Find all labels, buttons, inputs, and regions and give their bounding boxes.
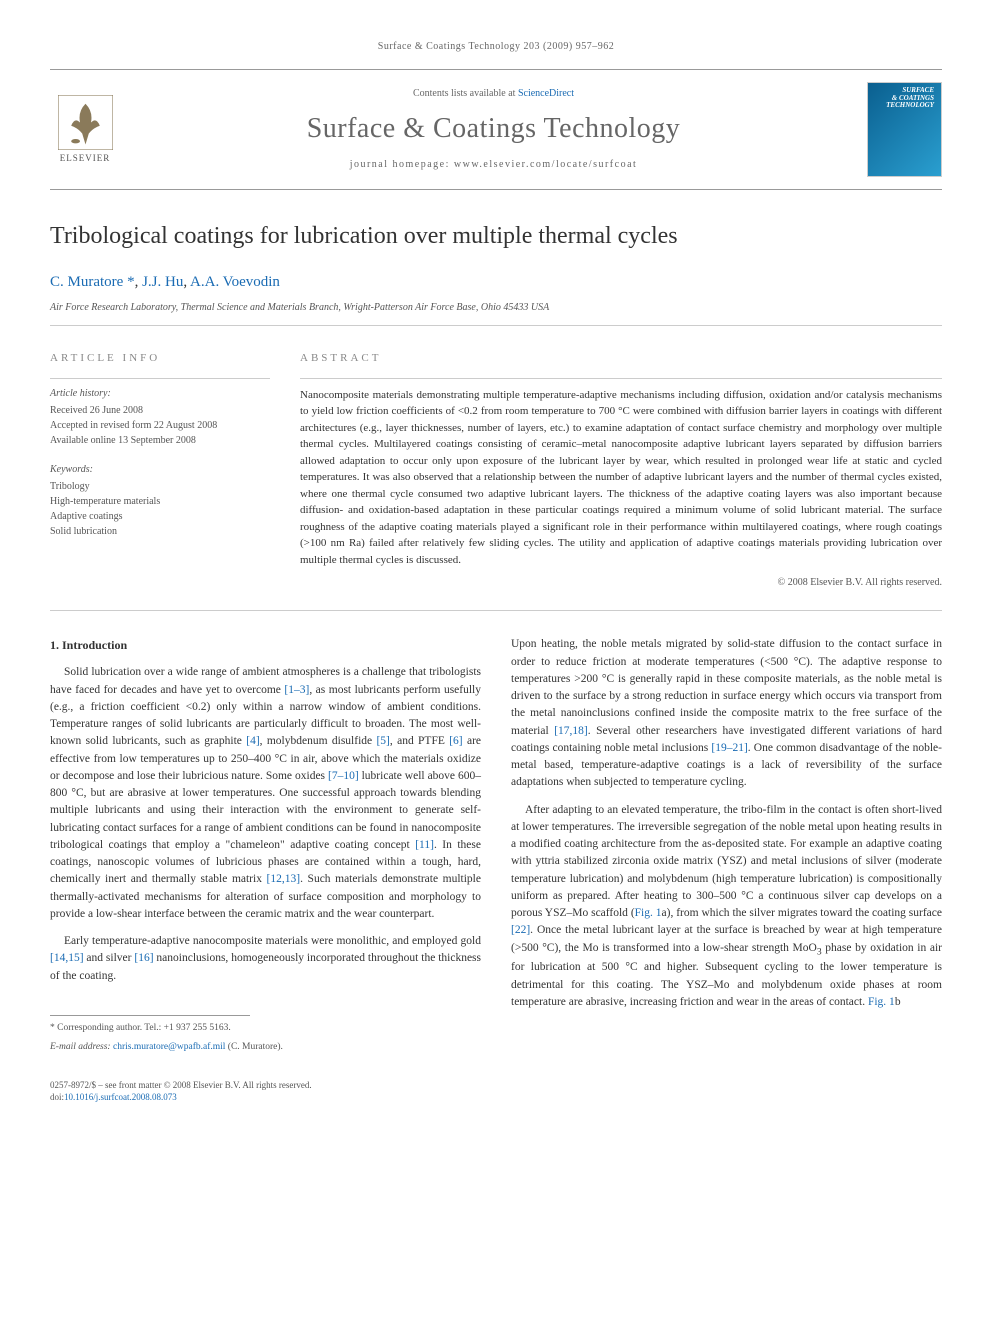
section-1-heading: 1. Introduction — [50, 636, 481, 654]
body-columns: 1. Introduction Solid lubrication over a… — [50, 636, 942, 1054]
cover-title-3: TECHNOLOGY — [872, 102, 937, 110]
body-col-right: Upon heating, the noble metals migrated … — [511, 636, 942, 1054]
contents-available-line: Contents lists available at ScienceDirec… — [120, 87, 867, 101]
author-list: C. Muratore *, J.J. Hu, A.A. Voevodin — [50, 272, 942, 293]
history-line-1: Received 26 June 2008 — [50, 403, 270, 418]
ref-12-13[interactable]: [12,13] — [267, 873, 301, 885]
article-title: Tribological coatings for lubrication ov… — [50, 220, 942, 254]
journal-homepage: journal homepage: www.elsevier.com/locat… — [120, 158, 867, 172]
fig-1b-link[interactable]: Fig. 1 — [868, 996, 895, 1008]
publisher-logo: ELSEVIER — [50, 92, 120, 167]
footer-left: 0257-8972/$ – see front matter © 2008 El… — [50, 1079, 312, 1104]
fig-1a-link[interactable]: Fig. 1 — [635, 907, 662, 919]
affiliation: Air Force Research Laboratory, Thermal S… — [50, 301, 942, 326]
history-line-3: Available online 13 September 2008 — [50, 433, 270, 448]
keyword-3: Adaptive coatings — [50, 509, 270, 524]
body-col-left: 1. Introduction Solid lubrication over a… — [50, 636, 481, 1054]
keywords-label: Keywords: — [50, 463, 270, 477]
intro-para-3: Upon heating, the noble metals migrated … — [511, 636, 942, 791]
ref-4[interactable]: [4] — [246, 735, 259, 747]
ref-7-10[interactable]: [7–10] — [328, 770, 359, 782]
ref-11[interactable]: [11] — [415, 839, 434, 851]
contents-available-text: Contents lists available at — [413, 88, 518, 99]
email-label: E-mail address: — [50, 1042, 113, 1052]
keyword-4: Solid lubrication — [50, 524, 270, 539]
ref-16[interactable]: [16] — [134, 952, 153, 964]
footnote-rule — [50, 1015, 250, 1016]
info-abstract-row: ARTICLE INFO Article history: Received 2… — [50, 351, 942, 612]
ref-19-21[interactable]: [19–21] — [711, 742, 747, 754]
history-label: Article history: — [50, 387, 270, 401]
author-2[interactable]: J.J. Hu — [142, 274, 183, 290]
publisher-logo-text: ELSEVIER — [60, 152, 111, 165]
author-1[interactable]: C. Muratore — [50, 274, 123, 290]
email-line: E-mail address: chris.muratore@wpafb.af.… — [50, 1041, 481, 1054]
intro-para-2: Early temperature-adaptive nanocomposite… — [50, 933, 481, 985]
article-history-block: Article history: Received 26 June 2008 A… — [50, 378, 270, 448]
author-3[interactable]: A.A. Voevodin — [190, 274, 280, 290]
author-email-link[interactable]: chris.muratore@wpafb.af.mil — [113, 1042, 225, 1052]
keywords-block: Keywords: Tribology High-temperature mat… — [50, 463, 270, 539]
sciencedirect-link[interactable]: ScienceDirect — [518, 88, 574, 99]
history-line-2: Accepted in revised form 22 August 2008 — [50, 418, 270, 433]
abstract-heading: ABSTRACT — [300, 351, 942, 366]
ref-6[interactable]: [6] — [449, 735, 462, 747]
journal-cover-thumb: SURFACE & COATINGS TECHNOLOGY — [867, 82, 942, 177]
abstract-col: ABSTRACT Nanocomposite materials demonst… — [300, 351, 942, 591]
ref-14-15[interactable]: [14,15] — [50, 952, 84, 964]
ref-5[interactable]: [5] — [376, 735, 389, 747]
journal-name: Surface & Coatings Technology — [120, 109, 867, 148]
ref-22[interactable]: [22] — [511, 924, 530, 936]
ref-17-18[interactable]: [17,18] — [554, 725, 588, 737]
page-footer: 0257-8972/$ – see front matter © 2008 El… — [50, 1075, 942, 1104]
doi-line: doi:10.1016/j.surfcoat.2008.08.073 — [50, 1091, 312, 1104]
email-suffix: (C. Muratore). — [225, 1042, 283, 1052]
intro-para-1: Solid lubrication over a wide range of a… — [50, 664, 481, 923]
abstract-copyright: © 2008 Elsevier B.V. All rights reserved… — [300, 576, 942, 590]
masthead-bar: ELSEVIER Contents lists available at Sci… — [50, 69, 942, 190]
ref-1-3[interactable]: [1–3] — [284, 684, 309, 696]
abstract-text: Nanocomposite materials demonstrating mu… — [300, 378, 942, 569]
keyword-1: Tribology — [50, 479, 270, 494]
article-info-heading: ARTICLE INFO — [50, 351, 270, 366]
doi-prefix: doi: — [50, 1092, 64, 1102]
article-info-col: ARTICLE INFO Article history: Received 2… — [50, 351, 270, 591]
intro-para-4: After adapting to an elevated temperatur… — [511, 802, 942, 1011]
keyword-2: High-temperature materials — [50, 494, 270, 509]
running-head: Surface & Coatings Technology 203 (2009)… — [50, 40, 942, 54]
elsevier-tree-icon — [58, 95, 113, 150]
doi-link[interactable]: 10.1016/j.surfcoat.2008.08.073 — [64, 1092, 177, 1102]
corresponding-marker: * — [127, 274, 135, 290]
corresponding-note: * Corresponding author. Tel.: +1 937 255… — [50, 1022, 481, 1035]
issn-line: 0257-8972/$ – see front matter © 2008 El… — [50, 1079, 312, 1092]
masthead-center: Contents lists available at ScienceDirec… — [120, 87, 867, 172]
